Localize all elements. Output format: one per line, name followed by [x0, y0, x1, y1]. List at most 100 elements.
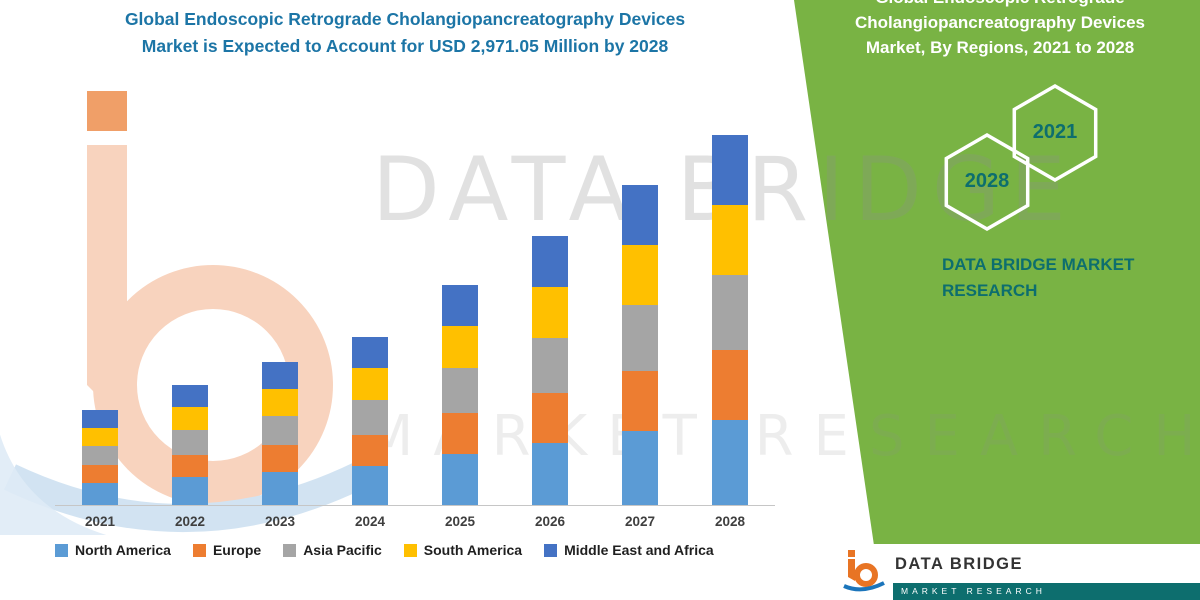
legend-item: Europe [192, 542, 262, 558]
bar-segment-asia-pacific [262, 416, 298, 445]
x-axis-label: 2022 [174, 514, 206, 529]
x-axis-label: 2025 [444, 514, 476, 529]
bar-segment-south-america [262, 389, 298, 416]
logo-bowl-shape [93, 265, 333, 505]
x-axis-label: 2023 [264, 514, 296, 529]
legend-label: South America [423, 542, 523, 558]
bar-column: 2027 [622, 185, 658, 538]
footer-brand-name: DATA BRIDGE [895, 555, 1024, 573]
bar-segment-middle-east-and-africa [532, 235, 568, 287]
bar-segment-asia-pacific [622, 305, 658, 371]
x-axis-label: 2027 [624, 514, 656, 529]
datab-logo-watermark [0, 91, 365, 535]
bar-column: 2025 [442, 284, 478, 538]
side-panel-title: Global Endoscopic Retrograde Cholangiopa… [800, 0, 1200, 60]
bar-segment-middle-east-and-africa [262, 362, 298, 389]
bar-segment-europe [442, 412, 478, 454]
legend-label: North America [75, 542, 171, 558]
bar-segment-north-america [262, 472, 298, 505]
chart-title-line1: Global Endoscopic Retrograde Cholangiopa… [124, 9, 686, 29]
bar-column: 2022 [172, 385, 208, 538]
legend: North America Europe Asia Pacific South Ame… [55, 542, 795, 558]
bar-segment-south-america [622, 245, 658, 305]
bar-segment-north-america [622, 431, 658, 505]
logo-blue-corner-shape [0, 434, 107, 535]
bar-stack [262, 362, 298, 505]
side-title-cut-line: Global Endoscopic Retrograde [800, 0, 1200, 10]
watermark-marketresearch: MARKET RESEARCH [365, 404, 1200, 469]
bar-stack [712, 134, 748, 505]
chart-title: Global Endoscopic Retrograde Cholangiopa… [20, 6, 790, 60]
legend-item: Asia Pacific [283, 542, 382, 558]
bar-segment-europe [172, 455, 208, 477]
x-axis-line [55, 505, 775, 506]
x-axis-label: 2024 [354, 514, 386, 529]
bar-segment-europe [712, 349, 748, 420]
bar-segment-europe [622, 371, 658, 431]
footer-logo-square [848, 550, 855, 557]
bar-segment-north-america [442, 453, 478, 505]
x-axis-label: 2028 [714, 514, 746, 529]
bar-segment-south-america [442, 325, 478, 368]
bar-segment-middle-east-and-africa [442, 284, 478, 326]
brand-text-line1: DATA BRIDGE MARKET [942, 255, 1135, 274]
bar-stack [532, 235, 568, 505]
x-axis-label: 2026 [534, 514, 566, 529]
hexagon-badges [944, 83, 1098, 232]
side-title-line1: Cholangiopancreatography Devices [854, 13, 1146, 32]
legend-swatch [283, 543, 297, 557]
bar-column: 2026 [532, 235, 568, 538]
bar-segment-asia-pacific [532, 337, 568, 393]
bar-segment-asia-pacific [442, 367, 478, 413]
bar-segment-middle-east-and-africa [172, 385, 208, 407]
footer-logo-bowl [854, 563, 878, 587]
x-axis-label: 2021 [84, 514, 116, 529]
hexagon-year-2028: 2028 [964, 170, 1010, 192]
logo-square-shape [87, 91, 127, 131]
plot-columns: 2021 2022 2023 2024 2025 2026 2027 2028 [55, 78, 775, 538]
bar-stack [352, 337, 388, 505]
bar-column: 2021 [82, 409, 118, 538]
legend-label: Europe [212, 542, 262, 558]
bar-segment-south-america [172, 407, 208, 430]
legend-item: Middle East and Africa [544, 542, 714, 558]
legend-swatch [544, 543, 558, 557]
legend-swatch [403, 543, 417, 557]
bar-segment-south-america [82, 427, 118, 446]
bar-segment-south-america [532, 286, 568, 338]
bar-segment-asia-pacific [172, 430, 208, 455]
bar-segment-europe [352, 435, 388, 466]
bar-segment-north-america [82, 483, 118, 505]
bar-segment-north-america [712, 419, 748, 505]
bar-segment-europe [82, 464, 118, 483]
bar-segment-europe [262, 445, 298, 472]
legend-label: Middle East and Africa [564, 542, 714, 558]
footer-logo-block: DATA BRIDGE MARKET RESEARCH [828, 544, 1200, 600]
bar-segment-middle-east-and-africa [82, 409, 118, 428]
bar-column: 2023 [262, 362, 298, 538]
legend-swatch [55, 543, 68, 557]
brand-text-line2: RESEARCH [942, 281, 1038, 300]
bar-column: 2028 [712, 134, 748, 538]
bar-stack [442, 284, 478, 505]
chart-title-line2: Market is Expected to Account for USD 2,… [141, 36, 669, 56]
legend-item: North America [55, 542, 171, 558]
bar-stack [172, 385, 208, 505]
bar-segment-south-america [352, 368, 388, 400]
bar-segment-asia-pacific [82, 445, 118, 465]
bar-segment-north-america [172, 477, 208, 505]
bar-segment-europe [532, 392, 568, 443]
legend-swatch [192, 543, 206, 557]
bar-segment-asia-pacific [712, 274, 748, 350]
bar-segment-middle-east-and-africa [712, 134, 748, 205]
bar-segment-north-america [532, 443, 568, 505]
legend-item: South America [403, 542, 523, 558]
bar-stack [82, 409, 118, 505]
hexagon-year-2021: 2021 [1032, 121, 1078, 143]
chart-plot-area: 2021 2022 2023 2024 2025 2026 2027 2028 [55, 78, 775, 538]
bar-column: 2024 [352, 337, 388, 538]
bar-segment-middle-east-and-africa [352, 337, 388, 368]
footer-logo-stem [848, 559, 855, 581]
databridge-logo-icon [843, 550, 885, 592]
